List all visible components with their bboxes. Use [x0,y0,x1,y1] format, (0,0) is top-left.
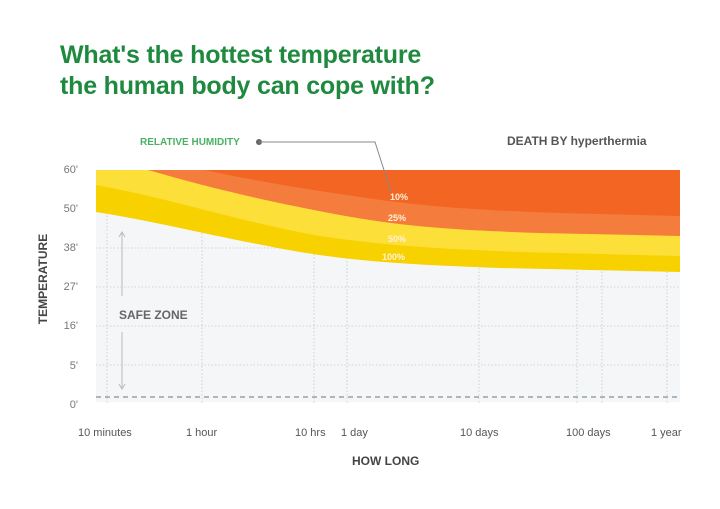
y-tick: 50' [63,203,78,215]
title-line-2: the human body can cope with? [60,72,435,100]
band-10 [205,170,680,216]
relative-humidity-label: RELATIVE HUMIDITY [140,137,240,148]
x-tick: 10 days [460,427,499,439]
chart-title: What's the hottest temperature the human… [60,40,480,102]
x-axis-label: HOW LONG [352,454,420,468]
band-label-25: 25% [388,213,406,223]
y-tick: 60' [63,164,78,176]
title-line-1: What's the hottest temperature [60,41,422,69]
y-axis-label: TEMPERATURE [36,233,50,325]
x-tick: 10 hrs [295,427,326,439]
x-tick: 10 minutes [78,427,132,439]
y-tick: 27' [63,281,78,293]
safe-zone-label: SAFE ZONE [119,308,188,322]
y-tick: 38' [63,242,78,254]
death-label: DEATH BY hyperthermia [507,134,647,148]
band-label-100: 100% [382,252,405,262]
band-label-10: 10% [390,192,408,202]
x-tick: 1 hour [186,427,218,439]
x-tick: 1 year [651,427,682,439]
y-tick: 5' [69,360,78,372]
leader-line [259,141,392,193]
band-label-50: 50% [388,234,406,244]
x-tick: 1 day [341,427,368,439]
y-tick: 0' [69,399,78,411]
safe-zone-arrow [118,231,126,390]
x-tick: 100 days [566,427,611,439]
y-tick: 16' [63,320,78,332]
